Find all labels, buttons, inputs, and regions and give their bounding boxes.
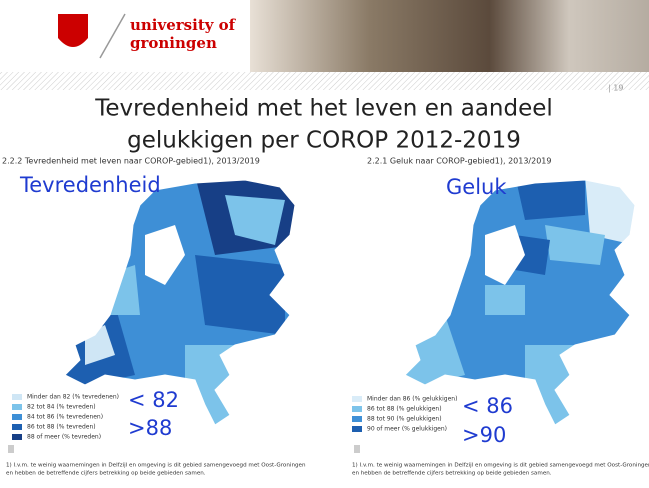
- header-photo: [250, 0, 649, 72]
- legend-swatch: [12, 424, 22, 430]
- legend-swatch: [352, 396, 362, 402]
- annotation: >88: [128, 416, 172, 440]
- legend-box: [8, 391, 118, 445]
- annotation: >90: [462, 423, 506, 447]
- note-icon: [354, 445, 360, 453]
- legend-swatch: [12, 434, 22, 440]
- map: [404, 179, 636, 426]
- map-label: Tevredenheid: [19, 173, 161, 197]
- map-label: Geluk: [446, 175, 507, 199]
- legend-label: 86 tot 88 (% gelukkigen): [367, 406, 442, 413]
- map-caption: 2.2.2 Tevredenheid met leven naar COROP-…: [2, 157, 260, 166]
- legend-label: 88 of meer (% tevreden): [27, 434, 101, 441]
- note-icon: [8, 445, 14, 453]
- map-caption: 2.2.1 Geluk naar COROP-gebied1), 2013/20…: [367, 157, 551, 166]
- footnote: 1) I.v.m. te weinig waarnemingen in Delf…: [6, 463, 306, 469]
- legend-label: 90 of meer (% gelukkigen): [367, 426, 447, 433]
- page-number: | 19: [608, 84, 623, 93]
- title: gelukkigen per COROP 2012-2019: [127, 128, 521, 154]
- legend-box: [348, 393, 458, 437]
- footnote: en hebben de betreffende cijfers betrekk…: [6, 471, 206, 477]
- legend-swatch: [352, 426, 362, 432]
- footnote: 1) I.v.m. te weinig waarnemingen in Delf…: [352, 463, 649, 469]
- legend-swatch: [12, 404, 22, 410]
- footnote: en hebben de betreffende cijfers betrekk…: [352, 471, 552, 477]
- legend-label: Minder dan 82 (% tevredenen): [27, 394, 119, 401]
- legend-swatch: [12, 394, 22, 400]
- legend-label: 86 tot 88 (% tevreden): [27, 424, 96, 431]
- legend-swatch: [352, 416, 362, 422]
- legend-swatch: [12, 414, 22, 420]
- logo-text: university of: [130, 16, 237, 34]
- legend-swatch: [352, 406, 362, 412]
- annotation: < 82: [128, 388, 179, 412]
- title: Tevredenheid met het leven en aandeel: [94, 96, 553, 122]
- header-band: [0, 72, 649, 90]
- legend-label: 84 tot 86 (% tevredenen): [27, 414, 103, 421]
- legend-label: 88 tot 90 (% gelukkigen): [367, 416, 442, 423]
- annotation: < 86: [462, 394, 513, 418]
- logo-crest: [58, 14, 88, 47]
- logo-text: groningen: [130, 34, 217, 52]
- legend-label: 82 tot 84 (% tevreden): [27, 404, 96, 411]
- legend-label: Minder dan 86 (% gelukkigen): [367, 396, 457, 403]
- logo-slash: [99, 13, 126, 59]
